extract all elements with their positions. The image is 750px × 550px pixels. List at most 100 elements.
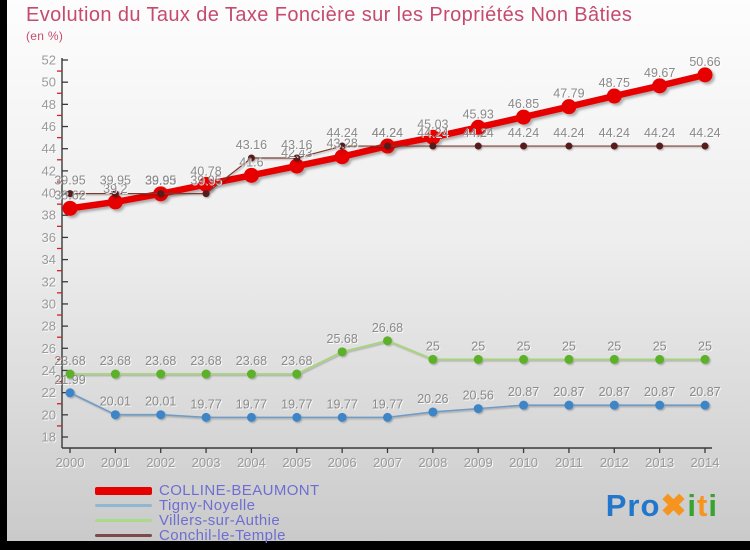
value-label: 49.67 (644, 66, 675, 80)
series-conchil-le-temple (66, 142, 709, 198)
y-tick-label: 52 (42, 53, 56, 68)
value-label: 44.24 (463, 126, 494, 140)
chart-svg: 52 50 48 46 44 42 40 38 36 34 32 30 28 26 24 22 20 182000… (42, 53, 721, 471)
page-title: Evolution du Taux de Taxe Foncière sur l… (26, 4, 633, 26)
value-label: 44.24 (689, 126, 720, 140)
logo-letter: t (697, 488, 709, 523)
value-label: 25.68 (327, 332, 358, 346)
value-label: 45.93 (463, 107, 494, 121)
value-label: 44.24 (508, 126, 539, 140)
x-tick-label: 2014 (691, 455, 720, 470)
x-tick-label: 2002 (146, 455, 175, 470)
value-label: 20.26 (417, 392, 448, 406)
value-label: 44.24 (372, 126, 403, 140)
x-tick-label: 2008 (418, 455, 447, 470)
value-label: 20.87 (644, 385, 675, 399)
value-label: 44.24 (417, 126, 448, 140)
y-tick-label: 24 (42, 363, 56, 378)
page-subtitle: (en %) (26, 29, 64, 43)
value-labels: 38.62 39.239.9340.7841.642.4343.2844.2445… (54, 55, 720, 412)
value-label: 44.24 (644, 126, 675, 140)
x-tick-label: 2007 (373, 455, 402, 470)
series-villers-sur-authie (65, 336, 710, 379)
value-label: 40.78 (190, 164, 221, 178)
value-label: 39.95 (190, 174, 221, 188)
value-label: 20.56 (463, 389, 494, 403)
logo-letter: Pro (605, 488, 661, 523)
value-label: 19.77 (372, 397, 403, 411)
x-tick-label: 2013 (645, 455, 674, 470)
x-tick-label: 2001 (101, 455, 130, 470)
x-tick-label: 2003 (192, 455, 221, 470)
x-tick-label: 2006 (328, 455, 357, 470)
y-tick-label: 38 (42, 208, 56, 223)
value-label: 23.68 (236, 354, 267, 368)
legend-label: COLLINE-BEAUMONT (159, 482, 320, 499)
logo-letter: ✖ (660, 488, 688, 523)
logo-letter: i (708, 488, 718, 523)
legend-label: Conchil-le-Temple (159, 527, 286, 544)
axes: 52 50 48 46 44 42 40 38 36 34 32 30 28 26 24 22 20 182000… (42, 53, 720, 471)
y-tick-label: 40 (42, 186, 56, 201)
y-tick-label: 46 (42, 119, 56, 134)
value-label: 44.24 (599, 126, 630, 140)
legend-item: Conchil-le-Temple (95, 528, 320, 543)
legend-swatch (95, 504, 152, 507)
y-tick-label: 48 (42, 97, 56, 112)
x-tick-label: 2010 (509, 455, 538, 470)
value-label: 25 (426, 339, 440, 353)
value-label: 41.6 (239, 155, 263, 169)
value-label: 19.77 (281, 397, 312, 411)
legend-swatch (95, 519, 152, 522)
value-label: 20.01 (100, 395, 131, 409)
x-tick-label: 2012 (600, 455, 629, 470)
y-tick-label: 20 (42, 407, 56, 422)
value-label: 39.95 (145, 174, 176, 188)
value-label: 44.24 (553, 126, 584, 140)
legend-label: Villers-sur-Authie (159, 512, 281, 529)
y-tick-label: 26 (42, 341, 56, 356)
value-label: 19.77 (190, 397, 221, 411)
value-label: 19.77 (327, 397, 358, 411)
value-label: 43.28 (327, 137, 358, 151)
legend-swatch (95, 486, 152, 495)
bottom-border (0, 541, 750, 550)
legend-item: Tigny-Noyelle (95, 498, 320, 513)
value-label: 46.85 (508, 97, 539, 111)
value-label: 43.16 (236, 138, 267, 152)
value-label: 43.16 (281, 138, 312, 152)
value-label: 21.99 (54, 373, 85, 387)
left-border (0, 0, 7, 550)
value-label: 44.24 (372, 126, 403, 140)
value-label: 25 (698, 339, 712, 353)
value-label: 20.87 (508, 385, 539, 399)
value-label: 23.68 (145, 354, 176, 368)
y-tick-label: 44 (42, 141, 56, 156)
value-label: 50.66 (689, 55, 720, 69)
y-tick-label: 22 (42, 385, 56, 400)
y-tick-label: 32 (42, 274, 56, 289)
legend-item: COLLINE-BEAUMONT (95, 483, 320, 498)
value-label: 42.43 (281, 146, 312, 160)
series-tigny-noyelle (65, 388, 710, 422)
value-label: 47.79 (553, 87, 584, 101)
chart-header: Evolution du Taux de Taxe Foncière sur l… (26, 4, 632, 43)
value-label: 44.24 (327, 126, 358, 140)
x-tick-label: 2000 (56, 455, 85, 470)
value-label: 20.87 (599, 385, 630, 399)
value-label: 23.68 (281, 354, 312, 368)
value-label: 25 (562, 339, 576, 353)
logo-letter: i (687, 488, 698, 523)
x-tick-label: 2005 (282, 455, 311, 470)
value-label: 39.93 (145, 174, 176, 188)
value-label: 25 (471, 339, 485, 353)
value-label: 23.68 (54, 354, 85, 368)
value-label: 26.68 (372, 321, 403, 335)
x-tick-label: 2009 (464, 455, 493, 470)
value-label: 23.68 (100, 354, 131, 368)
y-tick-label: 36 (42, 230, 56, 245)
legend-swatch (95, 534, 152, 537)
proxiti-logo: Pro✖iti (606, 488, 718, 524)
value-label: 39.95 (100, 174, 131, 188)
value-label: 20.01 (145, 395, 176, 409)
